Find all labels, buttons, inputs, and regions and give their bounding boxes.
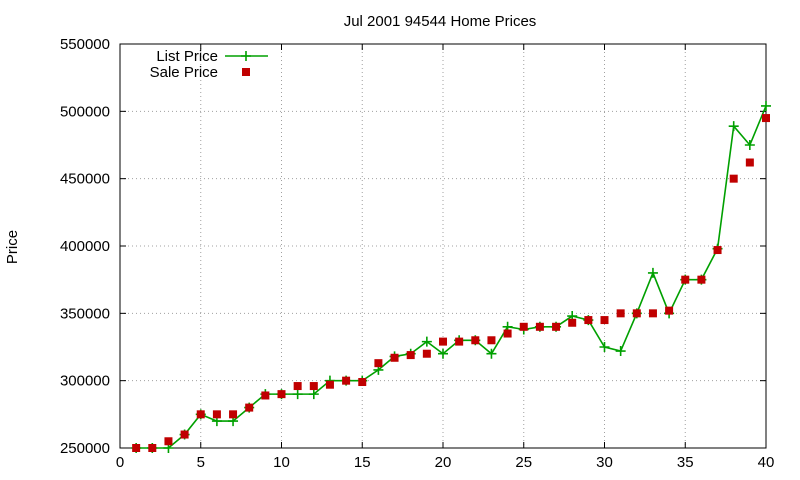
sale-price-point: [455, 337, 464, 346]
sale-price-point: [229, 410, 238, 419]
legend-list-price-marker: [241, 51, 251, 61]
list-price-point: [308, 389, 319, 400]
sale-price-point: [584, 316, 593, 325]
sale-price-point: [358, 378, 367, 387]
sale-price-point: [374, 359, 383, 368]
sale-price-series: [132, 114, 770, 452]
sale-price-point: [422, 349, 431, 358]
y-axis-label: Price: [4, 230, 21, 264]
sale-price-point: [325, 380, 334, 389]
list-price-point: [599, 342, 610, 352]
list-price-point: [421, 336, 432, 347]
list-price-point: [486, 348, 497, 359]
sale-price-point: [648, 309, 657, 318]
sale-price-point: [600, 316, 609, 325]
list-price-point: [761, 100, 771, 111]
legend-sale-price-marker: [242, 68, 250, 76]
y-tick-label: 400000: [60, 238, 110, 255]
sale-price-point: [180, 430, 189, 439]
x-tick-label: 35: [677, 454, 694, 471]
x-tick-label: 40: [758, 454, 775, 471]
sale-price-point: [745, 158, 754, 167]
sale-price-point: [519, 322, 528, 331]
sale-price-point: [406, 351, 415, 360]
x-tick-label: 5: [197, 454, 205, 471]
sale-price-point: [261, 391, 270, 400]
list-price-point: [615, 346, 626, 357]
sale-price-point: [762, 114, 770, 123]
chart-title: Jul 2001 94544 Home Prices: [344, 13, 537, 30]
y-tick-label: 500000: [60, 103, 110, 120]
sale-price-point: [293, 382, 302, 391]
sale-price-point: [164, 437, 173, 446]
list-price-point: [744, 140, 755, 150]
list-price-point: [438, 348, 448, 359]
sale-price-point: [277, 390, 286, 399]
list-price-point: [647, 267, 658, 278]
x-tick-label: 30: [596, 454, 613, 471]
sale-price-point: [665, 306, 674, 315]
sale-price-point: [503, 329, 512, 338]
y-tick-label: 550000: [60, 36, 110, 53]
sale-price-point: [552, 322, 561, 331]
list-price-point: [292, 389, 303, 400]
x-tick-label: 0: [116, 454, 124, 471]
x-tick-label: 15: [354, 454, 371, 471]
sale-price-point: [487, 336, 496, 345]
sale-price-point: [681, 275, 690, 284]
y-tick-label: 300000: [60, 373, 110, 390]
sale-price-point: [342, 376, 351, 385]
sale-price-point: [729, 174, 738, 183]
y-tick-label: 250000: [60, 440, 110, 457]
x-tick-label: 25: [515, 454, 532, 471]
sale-price-point: [212, 410, 221, 419]
axis-ticks: 0 5 10 15 20 25 30 35 40 250000 300000 350000 400000…: [60, 36, 774, 471]
x-tick-label: 10: [273, 454, 290, 471]
y-tick-label: 450000: [60, 171, 110, 188]
legend-label: List Price: [156, 48, 218, 65]
sale-price-point: [309, 382, 318, 391]
sale-price-point: [132, 444, 141, 452]
y-tick-label: 350000: [60, 305, 110, 322]
sale-price-point: [245, 403, 254, 412]
sale-price-point: [713, 246, 722, 255]
sale-price-point: [632, 309, 641, 318]
legend-label: Sale Price: [150, 64, 218, 81]
sale-price-point: [390, 353, 399, 362]
sale-price-point: [196, 410, 205, 419]
list-price-line: [136, 105, 767, 449]
list-price-point: [728, 121, 739, 132]
sale-price-point: [568, 318, 577, 327]
sale-price-point: [535, 322, 544, 331]
sale-price-point: [439, 337, 447, 346]
sale-price-point: [697, 275, 706, 284]
sale-price-point: [148, 444, 157, 452]
data-series: [131, 100, 771, 453]
sale-price-point: [616, 309, 625, 318]
x-tick-label: 20: [435, 454, 452, 471]
sale-price-point: [471, 336, 480, 345]
